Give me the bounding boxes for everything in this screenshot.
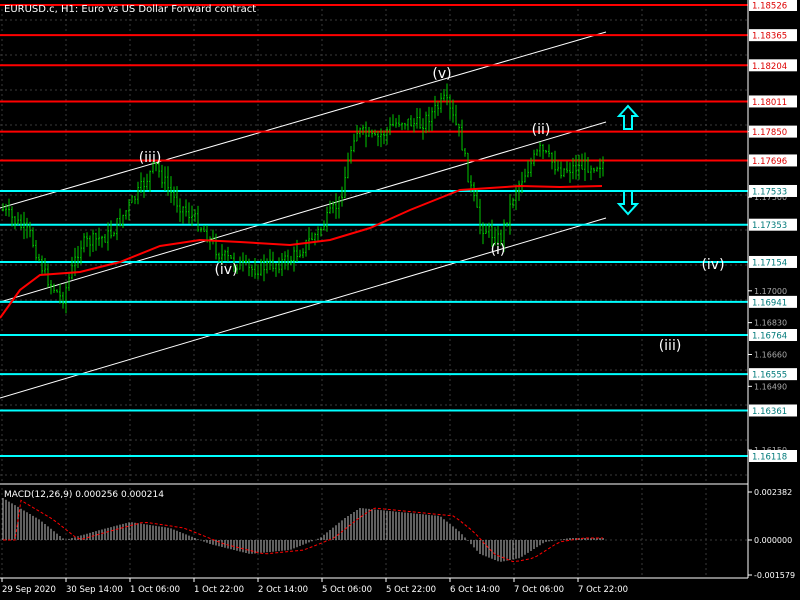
macd-tick-label: 0.000000 <box>754 536 792 545</box>
chart-title: EURUSD.c, H1: Euro vs US Dollar Forward … <box>4 4 256 15</box>
resistance-level-label-box <box>749 154 797 167</box>
macd-subwindow[interactable] <box>0 488 748 576</box>
time-label: 5 Oct 22:00 <box>386 585 436 595</box>
support-level-label: 1.16361 <box>752 407 787 417</box>
grid-lines <box>0 4 748 484</box>
time-label: 7 Oct 22:00 <box>578 585 628 595</box>
macd-title: MACD(12,26,9) 0.000256 0.000214 <box>4 490 164 500</box>
support-level-label-box <box>749 368 797 381</box>
channel-lower-line <box>0 217 607 399</box>
signal-arrows <box>616 104 640 216</box>
macd-scale: 0.002382 0.000000 -0.001579 <box>748 488 795 580</box>
wave-label: (iii) <box>139 150 162 166</box>
macd-tick-label: -0.001579 <box>754 571 795 580</box>
wave-label: (ii) <box>532 122 551 138</box>
price-tick-label: 1.16660 <box>754 350 787 359</box>
support-level-label-box <box>749 184 797 197</box>
up-arrow-icon <box>616 104 640 130</box>
time-label: 1 Oct 22:00 <box>194 585 244 595</box>
resistance-level-label: 1.18365 <box>752 32 787 42</box>
time-label: 30 Sep 14:00 <box>66 585 123 595</box>
ma-line <box>0 184 603 319</box>
time-label: 1 Oct 06:00 <box>130 585 180 595</box>
time-label: 5 Oct 06:00 <box>322 585 372 595</box>
trend-channel[interactable] <box>0 31 607 399</box>
resistance-level-label: 1.18526 <box>752 2 787 12</box>
time-label: 7 Oct 06:00 <box>514 585 564 595</box>
support-level-label: 1.16555 <box>752 371 787 381</box>
resistance-level-label-box <box>749 59 797 72</box>
wave-label: (iii) <box>659 338 682 354</box>
price-tick-label: 1.16830 <box>754 319 787 328</box>
macd-signal-line <box>3 499 603 563</box>
wave-label: (iv) <box>701 257 724 273</box>
channel-upper-line <box>0 31 607 209</box>
support-level-label: 1.17154 <box>752 258 787 268</box>
horizontal-levels[interactable] <box>0 4 748 457</box>
support-level-label: 1.17533 <box>752 187 787 197</box>
wave-label: (iv) <box>214 262 237 278</box>
price-tick-label: 1.17500 <box>754 193 787 202</box>
price-scale[interactable]: 1.17850 1.17500 1.17000 1.16830 1.16660 1.164… <box>748 0 797 463</box>
wave-label: (i) <box>491 242 506 258</box>
time-axis[interactable]: 29 Sep 2020 30 Sep 14:00 1 Oct 06:00 1 Oct … <box>1 578 628 595</box>
support-level-label: 1.16941 <box>752 298 787 308</box>
support-level-label: 1.17353 <box>752 221 787 231</box>
resistance-level-label-box <box>749 29 797 42</box>
macd-tick-label: 0.002382 <box>754 488 792 497</box>
channel-middle-line <box>0 121 607 303</box>
resistance-level-label-box <box>749 0 797 11</box>
price-tick-label: 1.17000 <box>754 287 787 296</box>
time-label: 29 Sep 2020 <box>2 585 56 595</box>
resistance-level-label: 1.18011 <box>752 98 787 108</box>
support-level-label-box <box>749 404 797 417</box>
price-tick-label: 1.16490 <box>754 382 787 391</box>
wave-labels: (v) (iii) (iv) (ii) (i) (iv) (iii) <box>139 66 725 354</box>
moving-average <box>0 184 603 319</box>
down-arrow-icon <box>616 190 640 216</box>
resistance-level-label: 1.18204 <box>752 62 787 72</box>
main-chart-area[interactable]: (v) (iii) (iv) (ii) (i) (iv) (iii) <box>0 4 748 484</box>
support-level-label-box <box>749 295 797 308</box>
macd-histogram <box>2 498 604 562</box>
support-level-label-box <box>749 450 797 462</box>
support-level-label: 1.16118 <box>752 453 787 463</box>
price-bars <box>2 83 604 314</box>
time-label: 2 Oct 14:00 <box>258 585 308 595</box>
resistance-level-label: 1.17696 <box>752 157 787 167</box>
resistance-level-label-box <box>749 95 797 108</box>
resistance-level-label: 1.17850 <box>752 128 787 138</box>
support-level-label-box <box>749 255 797 268</box>
support-level-label: 1.16764 <box>752 332 787 342</box>
macd-signal-path <box>3 499 603 563</box>
support-level-label-box <box>749 218 797 231</box>
resistance-level-label-box <box>749 125 797 138</box>
support-level-label-box <box>749 329 797 342</box>
time-label: 6 Oct 14:00 <box>450 585 500 595</box>
wave-label: (v) <box>432 66 451 82</box>
